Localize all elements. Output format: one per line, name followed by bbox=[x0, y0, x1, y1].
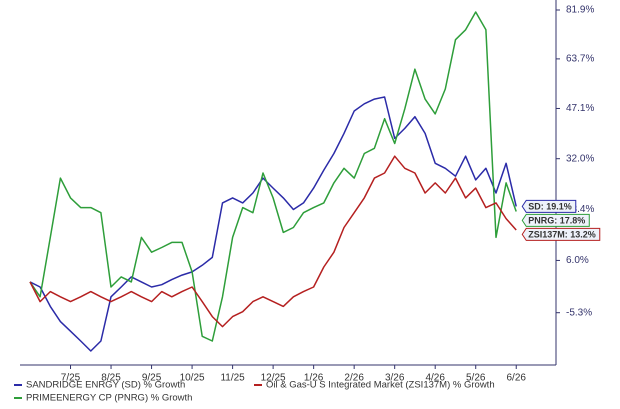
y-tick-label: 6.0% bbox=[566, 255, 589, 266]
y-tick-label: 63.7% bbox=[566, 54, 594, 65]
end-label: PNRG: 17.8% bbox=[521, 213, 590, 227]
x-tick-label: 4/26 bbox=[425, 373, 445, 384]
x-tick-label: 10/25 bbox=[180, 373, 205, 384]
y-tick-label: 47.1% bbox=[566, 103, 594, 114]
series-line bbox=[29, 96, 517, 352]
legend-label: PRIMEENERGY CP (PNRG) % Growth bbox=[26, 393, 192, 404]
end-label: ZSI137M: 13.2% bbox=[521, 227, 601, 241]
x-tick-label: 11/25 bbox=[220, 373, 245, 384]
end-label-text: ZSI137M: 13.2% bbox=[528, 229, 596, 239]
end-label-box bbox=[521, 213, 590, 227]
x-tick-label: 6/26 bbox=[507, 373, 527, 384]
end-label-text: PNRG: 17.8% bbox=[528, 215, 585, 225]
end-label: SD: 19.1% bbox=[521, 199, 577, 213]
x-tick-label: 12/25 bbox=[261, 373, 286, 384]
legend-label: Oil & Gas-U S Integrated Market (ZSI137M… bbox=[266, 380, 495, 391]
y-tick-label: 18.4% bbox=[566, 204, 594, 215]
y-tick-label: -5.3% bbox=[566, 307, 592, 318]
y-tick-label: 32.0% bbox=[566, 153, 594, 164]
end-label-box bbox=[521, 199, 577, 213]
x-tick-label: 5/26 bbox=[466, 373, 486, 384]
x-tick-label: 1/26 bbox=[304, 373, 324, 384]
x-tick-label: 8/25 bbox=[101, 373, 121, 384]
x-tick-label: 7/25 bbox=[61, 373, 81, 384]
x-tick-label: 3/26 bbox=[385, 373, 405, 384]
series-line bbox=[29, 155, 517, 328]
end-label-box bbox=[521, 227, 601, 241]
x-tick-label: 2/26 bbox=[344, 373, 364, 384]
x-tick-label: 9/25 bbox=[142, 373, 162, 384]
end-label-text: SD: 19.1% bbox=[528, 201, 572, 211]
series-line bbox=[29, 11, 517, 342]
y-tick-label: 81.9% bbox=[566, 5, 594, 16]
legend-label: SANDRIDGE ENRGY (SD) % Growth bbox=[26, 380, 185, 391]
